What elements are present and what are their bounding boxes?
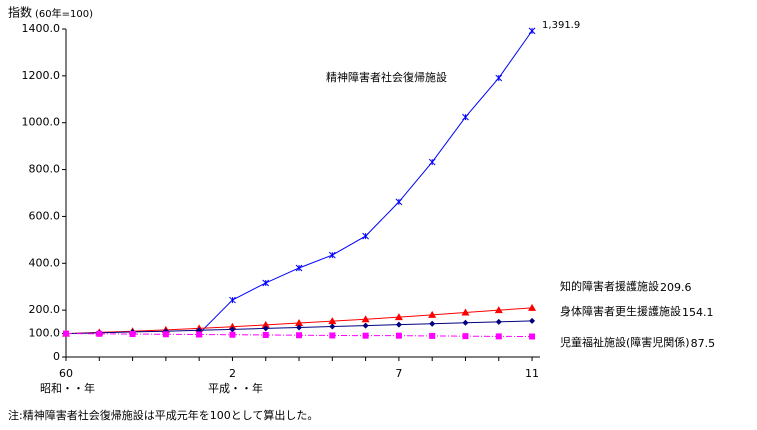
x-tick-label: 60 bbox=[59, 367, 73, 380]
y-tick-label: 1200.0 bbox=[22, 69, 61, 82]
marker bbox=[495, 74, 503, 82]
marker bbox=[528, 303, 537, 311]
marker bbox=[495, 333, 502, 340]
marker bbox=[328, 317, 337, 325]
marker bbox=[362, 322, 369, 329]
marker bbox=[296, 332, 303, 339]
marker bbox=[462, 113, 469, 121]
marker bbox=[362, 332, 369, 339]
value-label: 87.5 bbox=[691, 337, 716, 350]
x-tick-label: 11 bbox=[525, 367, 539, 380]
marker bbox=[395, 198, 403, 206]
y-tick-label: 600.0 bbox=[29, 209, 61, 222]
y-tick-label: 800.0 bbox=[29, 163, 61, 176]
marker bbox=[261, 320, 270, 328]
marker bbox=[528, 27, 536, 35]
y-tick-label: 200.0 bbox=[29, 303, 61, 316]
marker bbox=[462, 333, 469, 340]
marker bbox=[229, 296, 236, 304]
value-label: 209.6 bbox=[660, 281, 692, 294]
x-axis-label: 平成・・年 bbox=[208, 381, 263, 395]
marker bbox=[395, 332, 402, 339]
marker bbox=[361, 315, 370, 323]
marker bbox=[529, 333, 536, 340]
marker bbox=[495, 318, 502, 325]
y-tick-label: 400.0 bbox=[29, 256, 61, 269]
y-tick-label: 1000.0 bbox=[22, 116, 61, 129]
marker bbox=[328, 251, 336, 259]
series-label: 知的障害者援護施設 bbox=[560, 279, 659, 293]
series-label: 児童福祉施設(障害児関係) bbox=[560, 335, 690, 349]
marker bbox=[262, 279, 270, 287]
marker bbox=[428, 310, 437, 318]
series-label: 身体障害者更生援護施設 bbox=[560, 304, 681, 318]
marker bbox=[96, 330, 103, 337]
marker bbox=[295, 264, 303, 272]
marker bbox=[429, 320, 436, 327]
marker bbox=[229, 331, 236, 338]
marker bbox=[262, 331, 269, 338]
marker bbox=[329, 323, 336, 330]
series-label: 精神障害者社会復帰施設 bbox=[326, 70, 447, 84]
marker bbox=[296, 324, 303, 331]
marker bbox=[494, 306, 503, 314]
marker bbox=[461, 308, 470, 316]
marker bbox=[262, 325, 269, 332]
marker bbox=[394, 313, 403, 321]
value-label: 1,391.9 bbox=[542, 20, 580, 31]
marker bbox=[162, 331, 169, 338]
y-tick-label: 1400.0 bbox=[22, 22, 61, 35]
y-tick-label: 100.0 bbox=[29, 327, 61, 340]
marker bbox=[63, 330, 69, 337]
marker bbox=[129, 331, 136, 338]
marker bbox=[429, 332, 436, 339]
marker bbox=[529, 317, 536, 324]
marker bbox=[362, 232, 369, 240]
marker bbox=[196, 331, 203, 338]
marker bbox=[229, 326, 236, 333]
x-tick-label: 7 bbox=[395, 367, 402, 380]
x-tick-label: 2 bbox=[229, 367, 236, 380]
y-tick-label: 0 bbox=[53, 350, 60, 363]
marker bbox=[462, 319, 469, 326]
marker bbox=[428, 158, 436, 166]
y-axis-note: (60年=100) bbox=[35, 7, 93, 20]
marker bbox=[395, 321, 402, 328]
marker bbox=[329, 332, 336, 339]
x-axis-label: 昭和・・年 bbox=[40, 381, 95, 395]
value-label: 154.1 bbox=[682, 306, 714, 319]
marker bbox=[295, 319, 304, 327]
note: 注:精神障害者社会復帰施設は平成元年を100として算出した。 bbox=[8, 408, 318, 422]
marker bbox=[228, 322, 237, 330]
y-axis-label: 指数 bbox=[8, 5, 32, 20]
